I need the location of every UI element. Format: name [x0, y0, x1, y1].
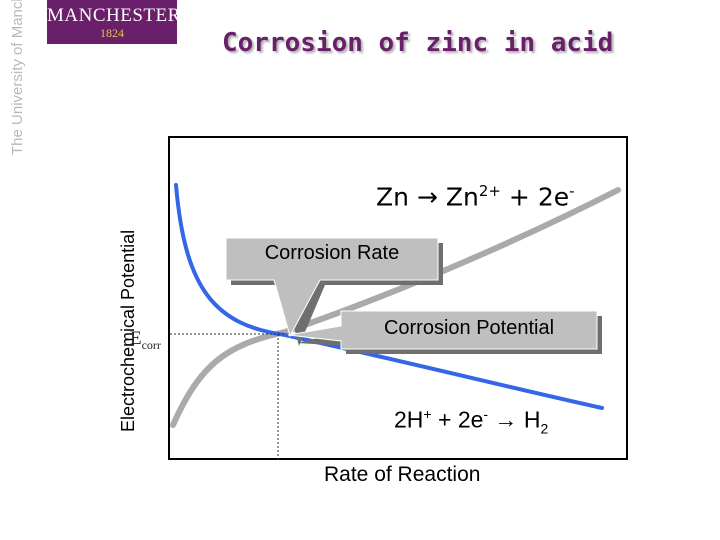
corrosion-rate-label: Corrosion Rate	[264, 242, 400, 264]
corrosion-potential-callout	[287, 310, 598, 350]
anodic-reaction: Zn → Zn2+ + 2e-	[376, 182, 575, 211]
cathodic-arrow: →	[494, 406, 518, 433]
anodic-product: Zn	[445, 182, 479, 212]
logo-year: 1824	[100, 26, 124, 40]
slide-title: Corrosion of zinc in acid	[222, 28, 614, 58]
ecorr-subscript: corr	[141, 337, 161, 352]
corrosion-rate-callout	[225, 237, 439, 338]
cathodic-reactant: 2H	[394, 406, 424, 433]
cathodic-product-subscript: 2	[540, 420, 549, 437]
corrosion-potential-label: Corrosion Potential	[383, 317, 555, 339]
x-axis-label: Rate of Reaction	[324, 463, 481, 486]
anodic-product-charge: 2+	[478, 182, 501, 200]
anodic-electron-sign: -	[569, 182, 575, 200]
ecorr-label: Ecorr	[130, 328, 161, 353]
cathodic-reactant-charge: +	[423, 406, 432, 422]
anodic-curve	[170, 187, 621, 428]
logo-name: MANCHESTER	[47, 5, 181, 26]
cathodic-curve	[174, 183, 604, 410]
cathodic-plus: +	[437, 406, 452, 433]
anodic-plus: +	[508, 182, 530, 212]
cathodic-reaction: 2H+ + 2e- → H2	[394, 406, 548, 436]
anodic-arrow: →	[416, 182, 438, 212]
anodic-reactant: Zn	[376, 182, 409, 212]
cathodic-electrons: 2e	[457, 406, 484, 433]
cathodic-product: H	[523, 406, 541, 433]
ecorr-symbol: E	[130, 328, 142, 349]
cathodic-electron-sign: -	[483, 406, 489, 422]
plot-frame	[168, 136, 628, 460]
anodic-electrons: 2e	[537, 182, 570, 212]
university-logo: MANCHESTER 1824	[47, 0, 181, 44]
